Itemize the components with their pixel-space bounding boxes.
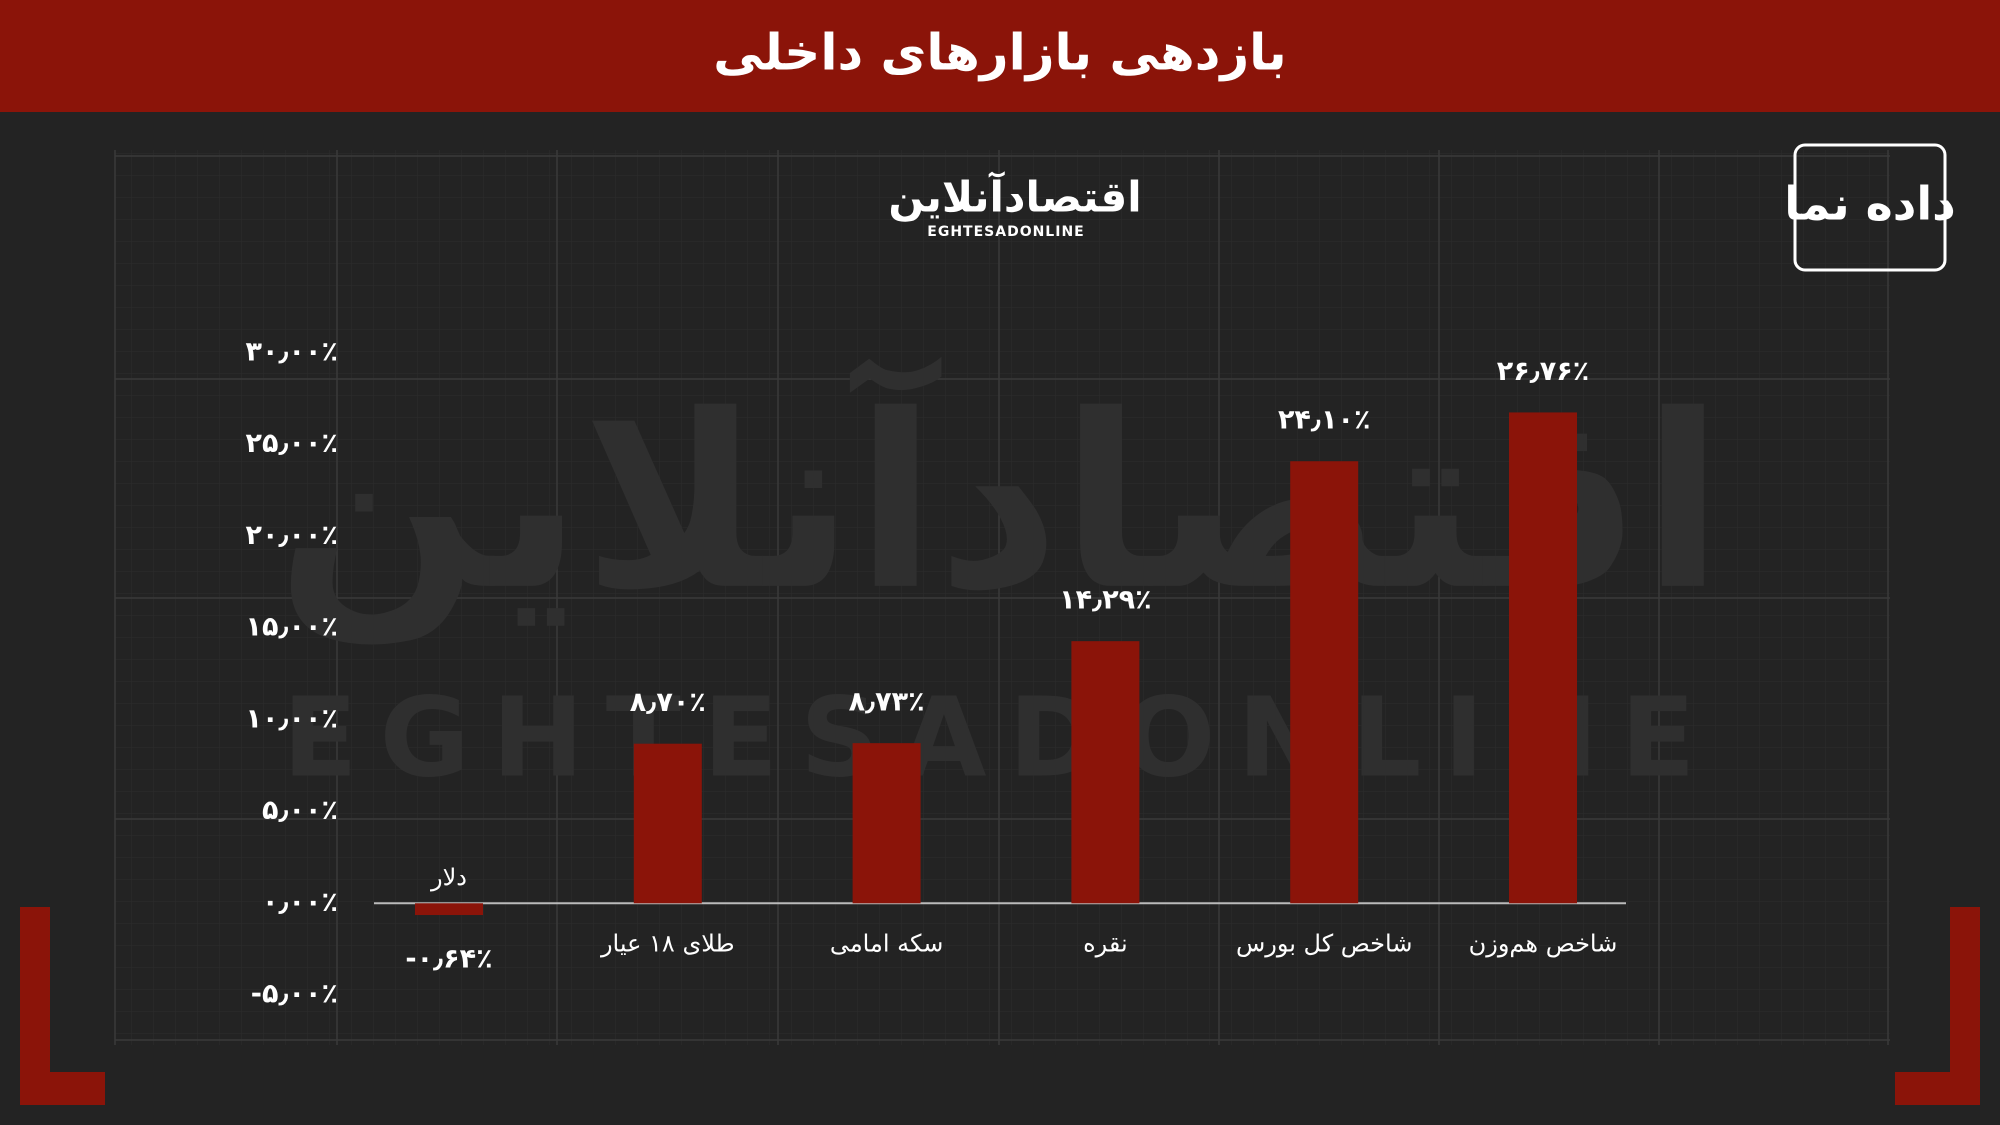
value-label: ۲۶٫۷۶٪ xyxy=(1497,356,1590,387)
bar xyxy=(633,743,702,904)
bar xyxy=(852,743,921,904)
bar xyxy=(1509,412,1577,904)
y-tick-label: -۵٫۰۰٪ xyxy=(251,979,338,1010)
watermark-latin: EGHTESADONLINE xyxy=(282,673,1717,801)
x-tick-label: نقره xyxy=(1083,929,1128,957)
bar xyxy=(1071,641,1140,904)
x-tick-label: سکه امامی xyxy=(830,929,944,957)
chart-title: بازدهی بازارهای داخلی xyxy=(713,24,1286,82)
x-tick-label: شاخص هم‌وزن xyxy=(1469,929,1618,957)
brand-logo: داده نما xyxy=(1784,177,1956,231)
y-tick-label: ۲۰٫۰۰٪ xyxy=(245,520,338,551)
value-label: ۱۴٫۲۹٪ xyxy=(1059,585,1152,616)
y-tick-label: ۱۵٫۰۰٪ xyxy=(245,612,338,643)
value-label: ۸٫۷۰٪ xyxy=(630,687,706,718)
y-tick-label: ۳۰٫۰۰٪ xyxy=(245,337,338,368)
y-tick-label: ۰٫۰۰٪ xyxy=(262,887,338,918)
y-tick-label: ۱۰٫۰۰٪ xyxy=(245,703,338,734)
value-label: ۲۴٫۱۰٪ xyxy=(1278,405,1371,436)
logo: اقتصادآنلاین xyxy=(888,172,1141,223)
corner-left xyxy=(20,907,105,1105)
watermark: اقتصادآنلاین xyxy=(276,357,1724,645)
decor-grid xyxy=(114,150,1890,1045)
x-tick-label: طلای ۱۸ عیار xyxy=(600,929,735,957)
y-tick-label: ۵٫۰۰٪ xyxy=(262,795,338,826)
x-tick-label: شاخص کل بورس xyxy=(1236,929,1412,957)
header-bar xyxy=(0,0,2000,112)
value-label: ۸٫۷۳٪ xyxy=(849,687,925,718)
brand-logo-frame xyxy=(1793,143,1947,272)
x-tick-label: دلار xyxy=(430,863,467,891)
bar xyxy=(415,903,483,916)
bar xyxy=(1290,461,1359,904)
logo-latin: EGHTESADONLINE xyxy=(927,224,1084,240)
corner-right xyxy=(1895,907,1980,1105)
y-tick-label: ۲۵٫۰۰٪ xyxy=(245,428,338,459)
value-label: -۰٫۶۴٪ xyxy=(405,944,492,975)
